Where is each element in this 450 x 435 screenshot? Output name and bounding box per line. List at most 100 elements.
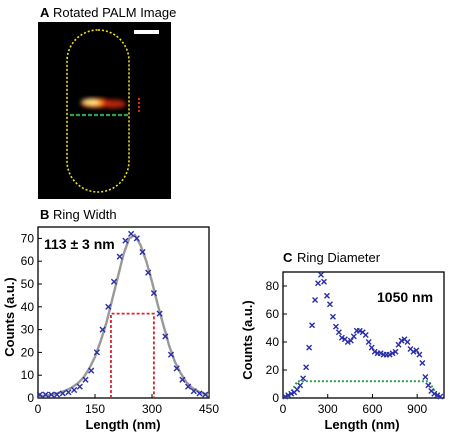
scale-bar (134, 30, 159, 34)
ring-diameter-xlabel: Length (nm) (324, 417, 399, 432)
signal-tail (102, 99, 126, 109)
ring-width-plot-frame (37, 226, 210, 399)
ring-diameter-data-point (398, 337, 405, 344)
ring-width-data-point (122, 237, 129, 244)
ring-width-data-point (190, 388, 197, 395)
ring-diameter-data-point (318, 271, 325, 278)
ring-diameter-data-point (386, 351, 393, 358)
ring-diameter-plot-frame (282, 271, 445, 399)
ring-diameter-y-tick-label: 80 (266, 279, 280, 293)
ring-diameter-data-point (425, 382, 432, 389)
ring-width-data-point (196, 390, 203, 397)
ring-diameter-data-point (344, 339, 351, 345)
ring-width-x-tick-label: 0 (35, 402, 42, 416)
ring-diameter-data-point (434, 392, 441, 399)
ring-width-data-point (88, 367, 95, 374)
ring-diameter-data-point (315, 280, 322, 287)
width-marker (137, 97, 141, 113)
palm-image-background (38, 22, 171, 199)
panel-c-letter: C (283, 250, 293, 265)
ring-diameter-data-point (392, 348, 399, 355)
ring-diameter-data-point (350, 333, 357, 340)
ring-diameter-data-point (410, 348, 417, 355)
ring-diameter-data-point (282, 393, 289, 400)
ring-width-y-tick-label: 20 (21, 345, 35, 359)
ring-width-data-point (133, 235, 140, 242)
ring-diameter-data-point (338, 334, 345, 341)
ring-width-data-point (71, 386, 78, 394)
ring-diameter-data-point (332, 323, 339, 330)
ring-width-data-point (162, 333, 169, 340)
ring-diameter-data-point (431, 390, 438, 397)
ring-diameter-data-point (312, 297, 319, 303)
ring-diameter-data-point (377, 350, 384, 357)
ring-diameter-data-point (323, 292, 330, 299)
panel-c-title: Ring Diameter (297, 250, 381, 265)
ring-diameter-data-point (389, 350, 396, 357)
signal-hot-spot (82, 98, 98, 106)
ring-width-data-point (145, 269, 152, 276)
ring-width-data-point (99, 326, 106, 333)
ring-width-ylabel: Counts (a.u.) (2, 277, 17, 356)
ring-width-data-point (53, 391, 61, 398)
ring-diameter-y-tick-label: 0 (272, 391, 279, 405)
ring-diameter-data-point (303, 364, 310, 371)
ring-width-data-point (59, 390, 66, 397)
ring-diameter-data-point (288, 390, 295, 397)
ring-diameter-data-point (285, 392, 292, 399)
ring-diameter-y-tick-label: 60 (266, 307, 280, 321)
ring-width-fit-curve (37, 233, 210, 398)
ring-diameter-data-point (416, 351, 423, 358)
ring-diameter-chart: 0 300 600 900 0 20 40 60 80 (266, 271, 445, 416)
ring-width-data-point (82, 376, 89, 383)
panel-b-title: Ring Width (53, 207, 117, 222)
ring-width-chart: 0 150 300 450 0 10 20 30 40 50 60 70 (21, 226, 219, 416)
ring-diameter-data-point (306, 344, 313, 351)
ring-width-xlabel: Length (nm) (85, 417, 160, 432)
ring-diameter-data-point (297, 382, 304, 389)
ring-diameter-data-point (365, 339, 372, 345)
ring-diameter-data-point (371, 348, 378, 355)
ring-diameter-data-point (294, 386, 301, 393)
ring-width-data-point (76, 383, 83, 390)
ring-diameter-data-point (326, 301, 333, 308)
ring-diameter-data-point (419, 360, 426, 366)
ring-diameter-data-point (347, 337, 354, 344)
ring-diameter-y-tick-label: 20 (266, 363, 280, 377)
ring-width-y-tick-label: 40 (21, 300, 35, 314)
panel-b: B Ring Width 0 150 300 450 0 10 20 30 40 50 60 70 1… (2, 207, 219, 432)
ring-width-data-point (128, 230, 135, 237)
ring-width-x-tick-label: 300 (142, 402, 162, 416)
ring-diameter-data-point (395, 341, 402, 348)
panel-a-title: Rotated PALM Image (53, 5, 176, 20)
ring-width-data-point (139, 248, 146, 256)
ring-width-data-point (202, 391, 209, 398)
panel-a: A Rotated PALM Image (38, 5, 176, 199)
ring-width-data-point (150, 290, 157, 297)
ring-width-data-point (156, 310, 163, 317)
ring-diameter-data-point (335, 329, 342, 336)
panel-c: C Ring Diameter 0 300 600 900 0 20 40 60 80 1050… (240, 250, 445, 432)
ring-diameter-annotation: 1050 nm (377, 289, 433, 305)
ring-width-x-tick-label: 450 (199, 402, 219, 416)
ring-width-data-point (105, 303, 112, 310)
ring-diameter-x-tick-label: 0 (280, 402, 287, 416)
ring-width-fwhm-box (110, 312, 155, 398)
ring-diameter-data-point (437, 393, 444, 400)
ring-width-y-tick-label: 10 (21, 368, 35, 382)
ring-width-data-point (116, 253, 123, 260)
ring-diameter-data-point (422, 374, 429, 380)
ring-diameter-x-tick-label: 900 (407, 402, 427, 416)
width-marker-dot (137, 105, 141, 109)
ring-width-data-point (93, 349, 100, 356)
ring-width-data-point (173, 365, 180, 372)
width-marker-dot (137, 109, 141, 113)
ring-diameter-data-point (404, 339, 411, 345)
ring-width-data-point (110, 278, 118, 285)
ring-diameter-data-point (300, 375, 307, 382)
ring-width-x-tick-label: 150 (85, 402, 105, 416)
ring-width-data-point (185, 383, 192, 390)
ring-diameter-x-tick-label: 600 (362, 402, 382, 416)
ring-diameter-data-point (362, 332, 369, 338)
